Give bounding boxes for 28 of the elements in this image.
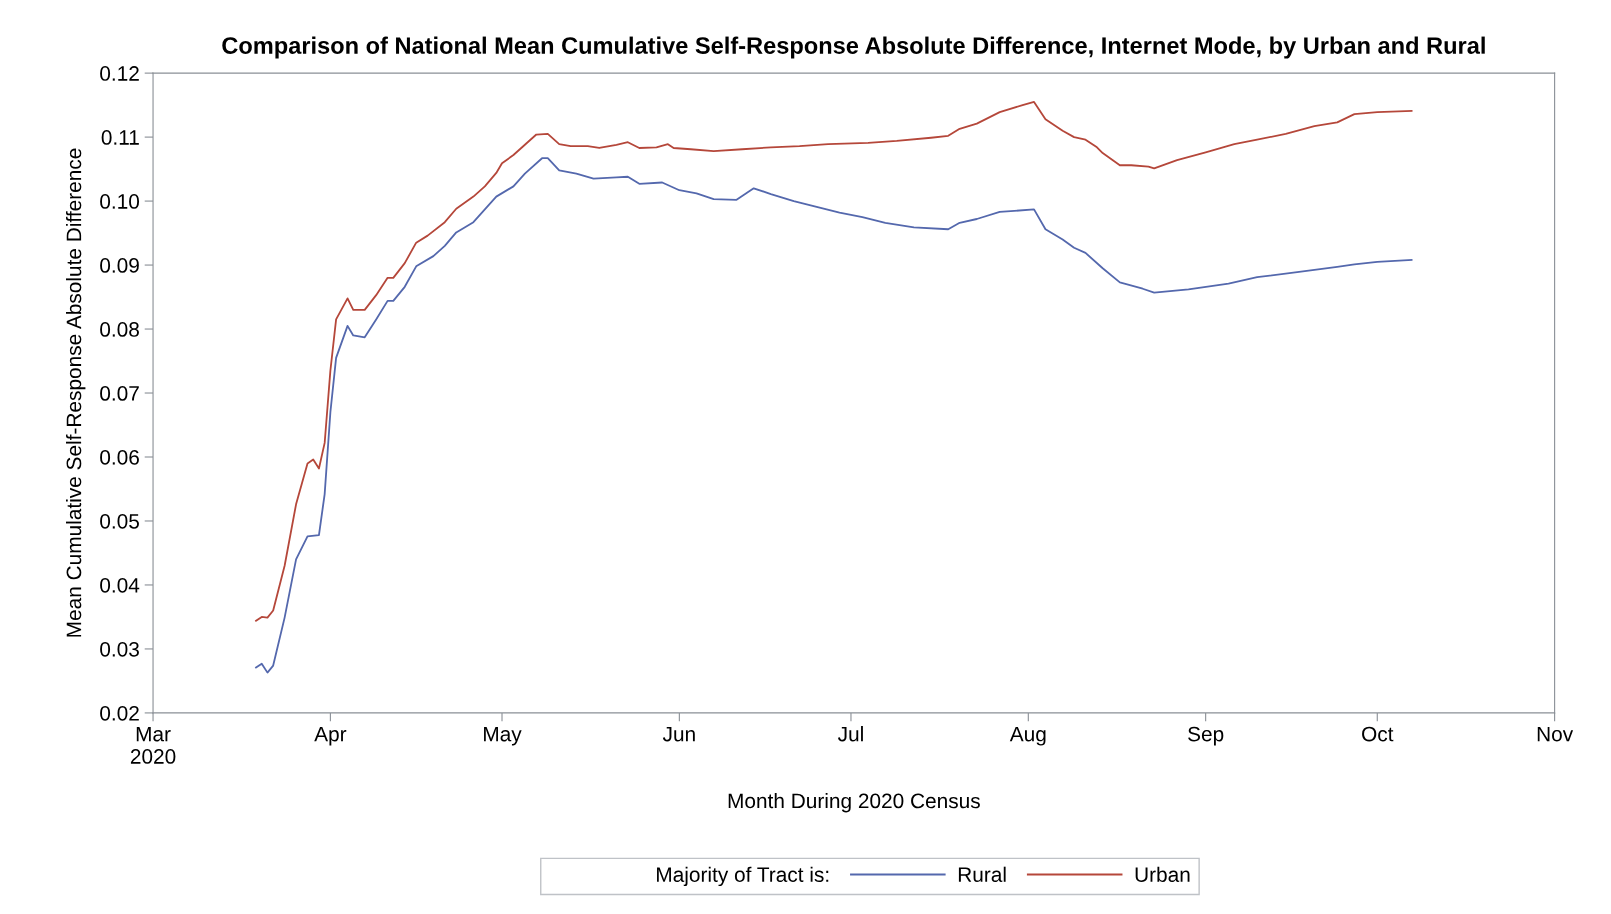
- chart-title: Comparison of National Mean Cumulative Self-Response Absolute Difference, Internet Mode, by Urban and Rural: [222, 36, 1485, 59]
- y-tick-label: 0.03: [100, 641, 139, 657]
- legend-title: Majority of Tract is:: [657, 866, 829, 887]
- legend-label: Urban: [1135, 866, 1190, 882]
- line-series: [255, 157, 1413, 674]
- x-tick-label: Mar 2020: [130, 726, 176, 764]
- y-tick-label: 0.09: [100, 258, 139, 273]
- x-tick-label: Nov: [1537, 726, 1574, 742]
- y-tick-label: 0.11: [101, 130, 139, 145]
- line-series: [255, 101, 1413, 622]
- x-tick-label: May: [484, 726, 522, 746]
- y-tick-label: 0.10: [100, 194, 140, 209]
- y-tick-label: 0.05: [100, 513, 139, 529]
- legend-label: Rural: [958, 866, 1006, 882]
- x-tick-label: Jun: [662, 726, 695, 742]
- y-tick-label: 0.04: [100, 577, 140, 593]
- y-tick-label: 0.12: [100, 66, 139, 81]
- x-tick-label: Jul: [837, 726, 863, 742]
- y-tick-label: 0.02: [100, 705, 139, 721]
- y-axis-title: Mean Cumulative Self-Response Absolute Difference: [66, 148, 86, 637]
- x-tick-label: Apr: [314, 726, 347, 746]
- x-axis-title: Month During 2020 Census: [728, 792, 980, 813]
- x-tick-label: Aug: [1009, 726, 1046, 746]
- y-tick-label: 0.08: [100, 322, 139, 337]
- y-tick-label: 0.06: [100, 450, 139, 465]
- y-tick-label: 0.07: [100, 386, 139, 401]
- x-tick-label: Sep: [1188, 726, 1224, 746]
- x-tick-label: Oct: [1362, 726, 1394, 742]
